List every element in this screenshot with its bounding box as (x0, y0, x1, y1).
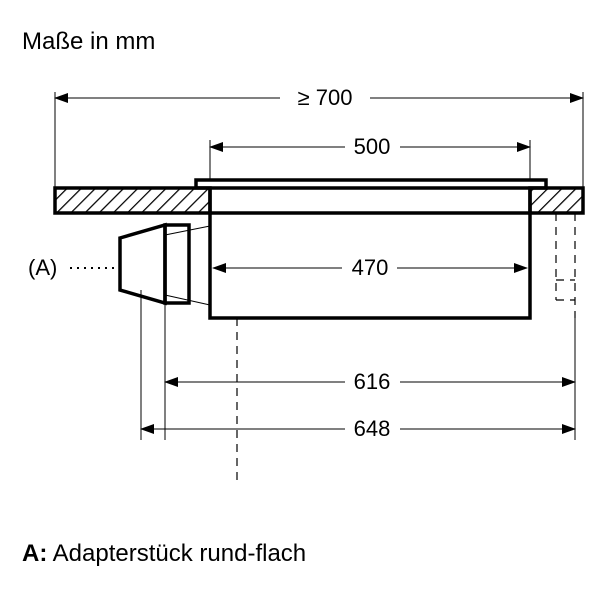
drawing: (A) ≥ 700 500 470 616 648 (0, 0, 600, 600)
dim-470: 470 (352, 255, 389, 280)
dim-616: 616 (354, 369, 391, 394)
cooktop-glass (196, 180, 546, 188)
adapter-label: (A) (28, 255, 57, 280)
counter-right (530, 188, 583, 213)
counter-left (55, 188, 210, 213)
front-apron (165, 225, 189, 303)
dim-648: 648 (354, 416, 391, 441)
adapter (120, 225, 165, 303)
dim-500: 500 (354, 134, 391, 159)
dim-700: ≥ 700 (298, 85, 353, 110)
